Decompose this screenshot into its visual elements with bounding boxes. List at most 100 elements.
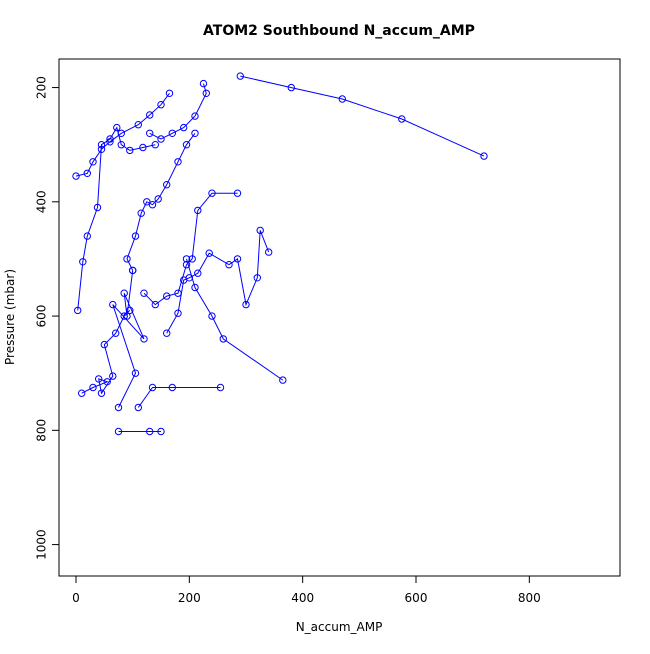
data-point (191, 283, 199, 292)
data-point (137, 209, 145, 217)
x-tick-label: 800 (518, 591, 541, 605)
series-line-2 (112, 270, 145, 408)
data-point (338, 95, 346, 103)
data-point (205, 249, 213, 257)
data-point (134, 403, 143, 412)
data-point (72, 172, 80, 180)
data-point (157, 427, 165, 436)
data-point (208, 312, 216, 320)
data-point (157, 135, 165, 143)
data-point (163, 329, 171, 337)
x-axis: 0 200 400 600 800 (72, 575, 541, 605)
data-point (117, 141, 126, 149)
data-point (174, 158, 182, 166)
y-tick-label: 400 (35, 190, 49, 213)
data-point (139, 143, 147, 152)
data-point (168, 383, 177, 392)
series-line-5 (186, 258, 284, 381)
data-point (265, 248, 273, 256)
data-point (233, 189, 242, 197)
data-point (163, 181, 171, 189)
data-point (182, 141, 191, 149)
data-point (216, 383, 225, 392)
data-point (287, 83, 295, 92)
data-point (180, 276, 188, 284)
data-point (123, 255, 131, 263)
data-point (480, 152, 488, 160)
data-point (117, 129, 126, 138)
data-point (89, 383, 97, 392)
chart-title: ATOM2 Southbound N_accum_AMP (203, 23, 475, 39)
data-point (182, 255, 191, 263)
series-line-12 (149, 83, 207, 140)
x-tick-label: 200 (178, 591, 201, 605)
data-point (134, 121, 143, 129)
data-point (97, 389, 106, 397)
data-point (188, 255, 196, 263)
data-point (191, 129, 199, 138)
x-tick-label: 0 (72, 591, 80, 605)
data-point (83, 169, 92, 178)
series-line-6 (77, 126, 156, 311)
series-line-8 (240, 75, 485, 157)
data-point (97, 141, 106, 149)
data-point (182, 261, 191, 269)
data-point (120, 289, 128, 297)
x-axis-label: N_accum_AMP (296, 620, 383, 634)
data-point (151, 300, 160, 309)
data-point (146, 129, 154, 138)
data-point (194, 269, 202, 277)
data-point (236, 72, 245, 80)
series-line-7 (166, 230, 270, 334)
data-point (114, 403, 123, 412)
data-point (146, 427, 154, 436)
data-point (113, 123, 121, 132)
plot-frame (58, 58, 621, 577)
data-point (140, 289, 148, 297)
data-point (126, 146, 134, 155)
data-point (148, 383, 157, 392)
data-point (95, 375, 103, 383)
series-line-9 (143, 192, 238, 306)
data-point (180, 123, 188, 132)
data-point (131, 369, 140, 377)
data-point (143, 198, 151, 206)
data-point (219, 335, 228, 343)
data-point (89, 158, 97, 166)
data-point (79, 258, 87, 266)
data-point (157, 101, 165, 109)
data-point (233, 255, 242, 263)
data-point (120, 312, 128, 320)
data-point (174, 309, 182, 317)
data-point (114, 427, 123, 436)
data-point (242, 300, 250, 309)
data-point (129, 266, 137, 275)
x-tick-label: 400 (291, 591, 314, 605)
y-tick-label: 600 (35, 305, 49, 328)
data-point (109, 372, 117, 380)
data-point (126, 306, 134, 315)
data-point (165, 89, 174, 98)
data-point (93, 203, 102, 212)
data-point (253, 274, 261, 282)
data-point (140, 335, 148, 343)
y-tick-label: 200 (35, 76, 49, 99)
data-point (191, 112, 199, 120)
series-line-10 (75, 93, 170, 177)
data-point (97, 145, 106, 154)
series-line-11 (126, 133, 196, 271)
data-point (151, 141, 160, 149)
data-point (146, 111, 154, 119)
data-point (109, 300, 117, 309)
data-point (148, 201, 157, 209)
data-point (100, 340, 109, 349)
y-axis: 200 400 600 800 1000 (35, 76, 60, 560)
data-point (208, 189, 216, 197)
data-point (168, 129, 177, 138)
data-point (199, 79, 208, 88)
data-layer (72, 72, 488, 436)
series-line-4 (137, 387, 221, 408)
y-axis-label: Pressure (mbar) (3, 269, 17, 365)
